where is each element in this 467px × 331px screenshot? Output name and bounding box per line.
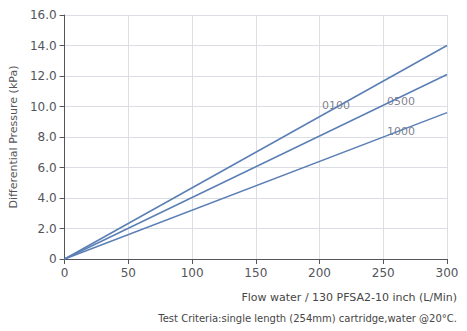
svg-text:1000: 1000 bbox=[387, 125, 416, 139]
svg-text:16.0: 16.0 bbox=[30, 8, 57, 22]
svg-text:150: 150 bbox=[244, 266, 267, 280]
svg-text:0100: 0100 bbox=[322, 99, 351, 113]
svg-text:0: 0 bbox=[61, 266, 69, 280]
svg-text:Flow water / 130 PFSA2-10 inch: Flow water / 130 PFSA2-10 inch (L/Min) bbox=[241, 291, 457, 304]
svg-text:0: 0 bbox=[49, 252, 57, 266]
svg-text:10.0: 10.0 bbox=[30, 100, 57, 114]
svg-text:0500: 0500 bbox=[387, 94, 416, 108]
svg-text:300: 300 bbox=[436, 266, 459, 280]
svg-text:250: 250 bbox=[372, 266, 395, 280]
svg-text:200: 200 bbox=[308, 266, 331, 280]
svg-text:Test Criteria:single length (2: Test Criteria:single length (254mm) cart… bbox=[157, 313, 457, 324]
svg-text:4.0: 4.0 bbox=[38, 191, 57, 205]
svg-text:Differential Pressure (kPa): Differential Pressure (kPa) bbox=[7, 66, 20, 209]
svg-text:14.0: 14.0 bbox=[30, 39, 57, 53]
svg-text:100: 100 bbox=[181, 266, 204, 280]
svg-text:12.0: 12.0 bbox=[30, 69, 57, 83]
svg-text:6.0: 6.0 bbox=[38, 161, 57, 175]
svg-text:8.0: 8.0 bbox=[38, 130, 57, 144]
svg-text:2.0: 2.0 bbox=[38, 222, 57, 236]
svg-text:50: 50 bbox=[121, 266, 136, 280]
